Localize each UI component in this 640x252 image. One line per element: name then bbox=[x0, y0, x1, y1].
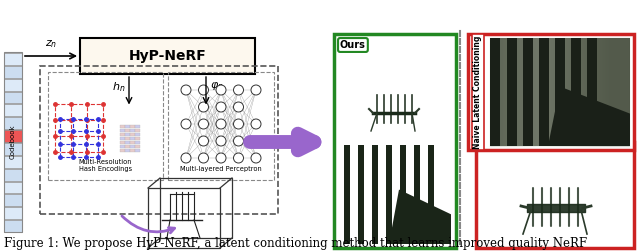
Bar bbox=[125, 137, 129, 140]
Bar bbox=[4, 156, 22, 168]
Text: HyP-NeRF: HyP-NeRF bbox=[129, 49, 206, 63]
Bar bbox=[372, 145, 378, 244]
Circle shape bbox=[216, 102, 226, 112]
Bar bbox=[125, 129, 129, 132]
Text: Naive Latent Conditioning: Naive Latent Conditioning bbox=[474, 35, 483, 149]
Circle shape bbox=[251, 119, 261, 129]
Text: Multi-Resolution
Hash Encodings: Multi-Resolution Hash Encodings bbox=[79, 159, 132, 172]
Bar bbox=[130, 133, 134, 136]
Text: $h_n$: $h_n$ bbox=[111, 80, 125, 94]
Polygon shape bbox=[548, 87, 630, 146]
Circle shape bbox=[234, 119, 243, 129]
Circle shape bbox=[181, 85, 191, 95]
Bar bbox=[120, 133, 125, 136]
Bar bbox=[135, 129, 140, 132]
Circle shape bbox=[251, 153, 261, 163]
Bar bbox=[490, 38, 500, 146]
Circle shape bbox=[234, 85, 243, 95]
Bar bbox=[4, 79, 22, 90]
Bar bbox=[571, 38, 581, 146]
Text: Multi-layered Perceptron: Multi-layered Perceptron bbox=[180, 166, 262, 172]
Polygon shape bbox=[389, 190, 451, 244]
Bar bbox=[334, 34, 456, 248]
Bar bbox=[4, 130, 22, 142]
Text: Ours: Ours bbox=[340, 40, 366, 50]
Bar bbox=[120, 124, 125, 128]
Circle shape bbox=[234, 102, 243, 112]
Circle shape bbox=[234, 136, 243, 146]
Bar bbox=[120, 148, 125, 152]
Bar bbox=[555, 38, 565, 146]
Bar bbox=[135, 148, 140, 152]
Bar bbox=[4, 130, 22, 142]
Bar bbox=[386, 145, 392, 244]
Bar bbox=[414, 145, 420, 244]
Circle shape bbox=[198, 153, 209, 163]
Bar bbox=[40, 66, 278, 214]
Circle shape bbox=[198, 136, 209, 146]
Bar bbox=[125, 148, 129, 152]
Bar bbox=[4, 53, 22, 65]
Bar bbox=[4, 169, 22, 181]
Bar bbox=[4, 182, 22, 194]
Bar bbox=[4, 207, 22, 219]
Bar bbox=[125, 133, 129, 136]
Bar bbox=[400, 145, 406, 244]
Bar bbox=[476, 142, 634, 248]
Bar bbox=[4, 195, 22, 206]
Bar bbox=[125, 124, 129, 128]
Bar bbox=[135, 124, 140, 128]
Text: $\varphi_n$: $\varphi_n$ bbox=[210, 80, 224, 92]
Bar bbox=[4, 105, 22, 116]
Bar bbox=[4, 66, 22, 78]
Bar bbox=[428, 145, 434, 244]
Circle shape bbox=[216, 136, 226, 146]
Bar bbox=[120, 129, 125, 132]
Circle shape bbox=[216, 153, 226, 163]
Text: $z_n$: $z_n$ bbox=[45, 38, 57, 50]
Bar bbox=[120, 141, 125, 144]
Bar bbox=[344, 145, 350, 244]
Bar bbox=[130, 124, 134, 128]
Bar bbox=[539, 38, 549, 146]
Bar bbox=[130, 144, 134, 148]
Bar bbox=[4, 220, 22, 232]
Bar bbox=[130, 129, 134, 132]
Text: Figure 1: We propose HyP-NeRF, a latent conditioning method that learns improved: Figure 1: We propose HyP-NeRF, a latent … bbox=[4, 237, 587, 250]
Bar bbox=[523, 38, 533, 146]
Bar bbox=[80, 38, 255, 74]
Bar bbox=[135, 137, 140, 140]
Circle shape bbox=[234, 153, 243, 163]
Circle shape bbox=[198, 102, 209, 112]
Bar bbox=[358, 145, 364, 244]
Bar bbox=[4, 117, 22, 129]
Circle shape bbox=[181, 119, 191, 129]
Bar bbox=[120, 137, 125, 140]
Bar bbox=[125, 141, 129, 144]
Bar bbox=[4, 91, 22, 103]
Bar bbox=[130, 148, 134, 152]
Bar bbox=[468, 34, 634, 150]
Bar bbox=[135, 144, 140, 148]
Bar bbox=[4, 52, 22, 232]
Bar bbox=[48, 72, 163, 180]
Bar bbox=[120, 144, 125, 148]
Circle shape bbox=[251, 85, 261, 95]
Circle shape bbox=[216, 85, 226, 95]
Bar bbox=[587, 38, 597, 146]
Bar bbox=[507, 38, 517, 146]
Bar bbox=[135, 133, 140, 136]
Bar bbox=[130, 137, 134, 140]
Bar bbox=[4, 143, 22, 155]
Circle shape bbox=[216, 119, 226, 129]
Bar bbox=[125, 144, 129, 148]
Bar bbox=[130, 141, 134, 144]
Bar bbox=[135, 141, 140, 144]
Circle shape bbox=[181, 153, 191, 163]
Circle shape bbox=[198, 85, 209, 95]
Bar bbox=[168, 72, 274, 180]
Text: Codebook: Codebook bbox=[10, 125, 16, 159]
Circle shape bbox=[198, 119, 209, 129]
